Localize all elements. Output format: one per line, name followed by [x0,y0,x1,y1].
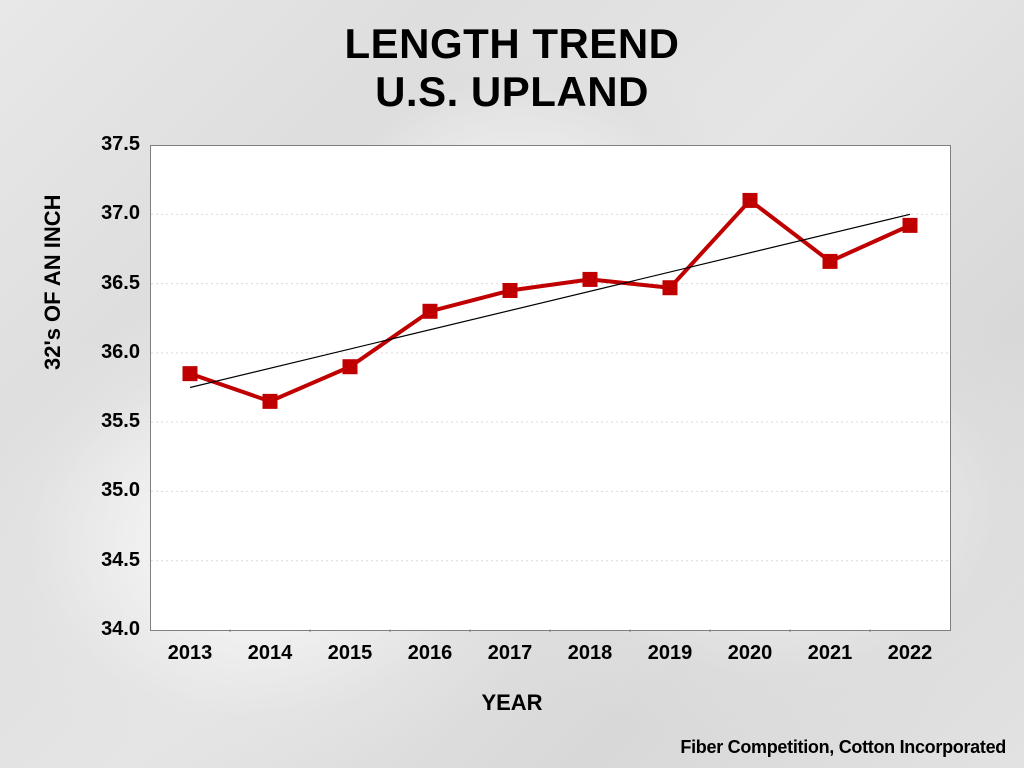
x-tick-label: 2014 [248,642,293,665]
x-tick-label: 2013 [168,642,213,665]
line-chart [150,145,952,632]
x-tick-label: 2021 [808,642,853,665]
x-tick-label: 2020 [728,642,773,665]
chart-title: LENGTH TREND U.S. UPLAND [0,20,1024,117]
y-tick-label: 34.5 [101,549,140,572]
y-tick-label: 36.5 [101,272,140,295]
x-axis-label: YEAR [0,690,1024,716]
title-line-2: U.S. UPLAND [0,68,1024,116]
y-tick-label: 35.0 [101,479,140,502]
y-tick-label: 35.5 [101,410,140,433]
attribution-text: Fiber Competition, Cotton Incorporated [680,737,1006,758]
x-tick-label: 2019 [648,642,693,665]
page-background: LENGTH TREND U.S. UPLAND 32's OF AN INCH… [0,0,1024,768]
x-tick-label: 2016 [408,642,453,665]
y-axis-label: 32's OF AN INCH [40,194,66,370]
x-tick-label: 2017 [488,642,533,665]
y-tick-label: 37.5 [101,133,140,156]
y-tick-label: 36.0 [101,341,140,364]
x-tick-label: 2015 [328,642,373,665]
y-tick-label: 37.0 [101,202,140,225]
x-tick-label: 2022 [888,642,933,665]
y-tick-label: 34.0 [101,618,140,641]
x-tick-label: 2018 [568,642,613,665]
title-line-1: LENGTH TREND [0,20,1024,68]
